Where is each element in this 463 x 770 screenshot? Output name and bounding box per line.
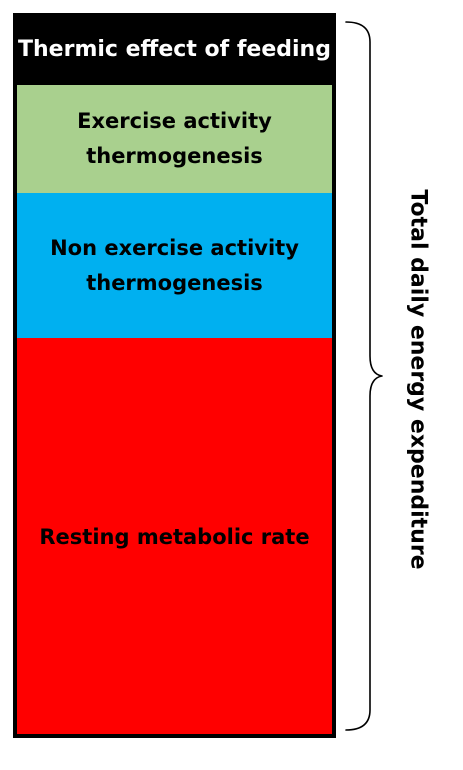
non-exercise-activity-thermogenesis-block: Non exercise activity thermogenesis	[17, 193, 332, 338]
resting-metabolic-rate-block: Resting metabolic rate	[17, 338, 332, 734]
exercise-activity-thermogenesis-block: Exercise activity thermogenesis	[17, 85, 332, 193]
energy-expenditure-stack: Thermic effect of feeding Exercise activ…	[13, 13, 336, 738]
resting-metabolic-rate-label: Resting metabolic rate	[39, 525, 310, 549]
thermic-effect-of-feeding-block: Thermic effect of feeding	[17, 13, 332, 85]
total-daily-energy-expenditure-label: Total daily energy expenditure	[405, 188, 431, 570]
thermic-effect-of-feeding-label: Thermic effect of feeding	[18, 36, 331, 62]
exercise-activity-label-line2: thermogenesis	[86, 144, 263, 168]
curly-brace-icon	[345, 21, 383, 731]
exercise-activity-label-line1: Exercise activity	[77, 109, 272, 133]
non-exercise-activity-label-line2: thermogenesis	[86, 270, 263, 295]
total-daily-energy-expenditure-label-wrap: Total daily energy expenditure	[373, 189, 463, 569]
non-exercise-activity-label-line1: Non exercise activity	[50, 235, 299, 260]
